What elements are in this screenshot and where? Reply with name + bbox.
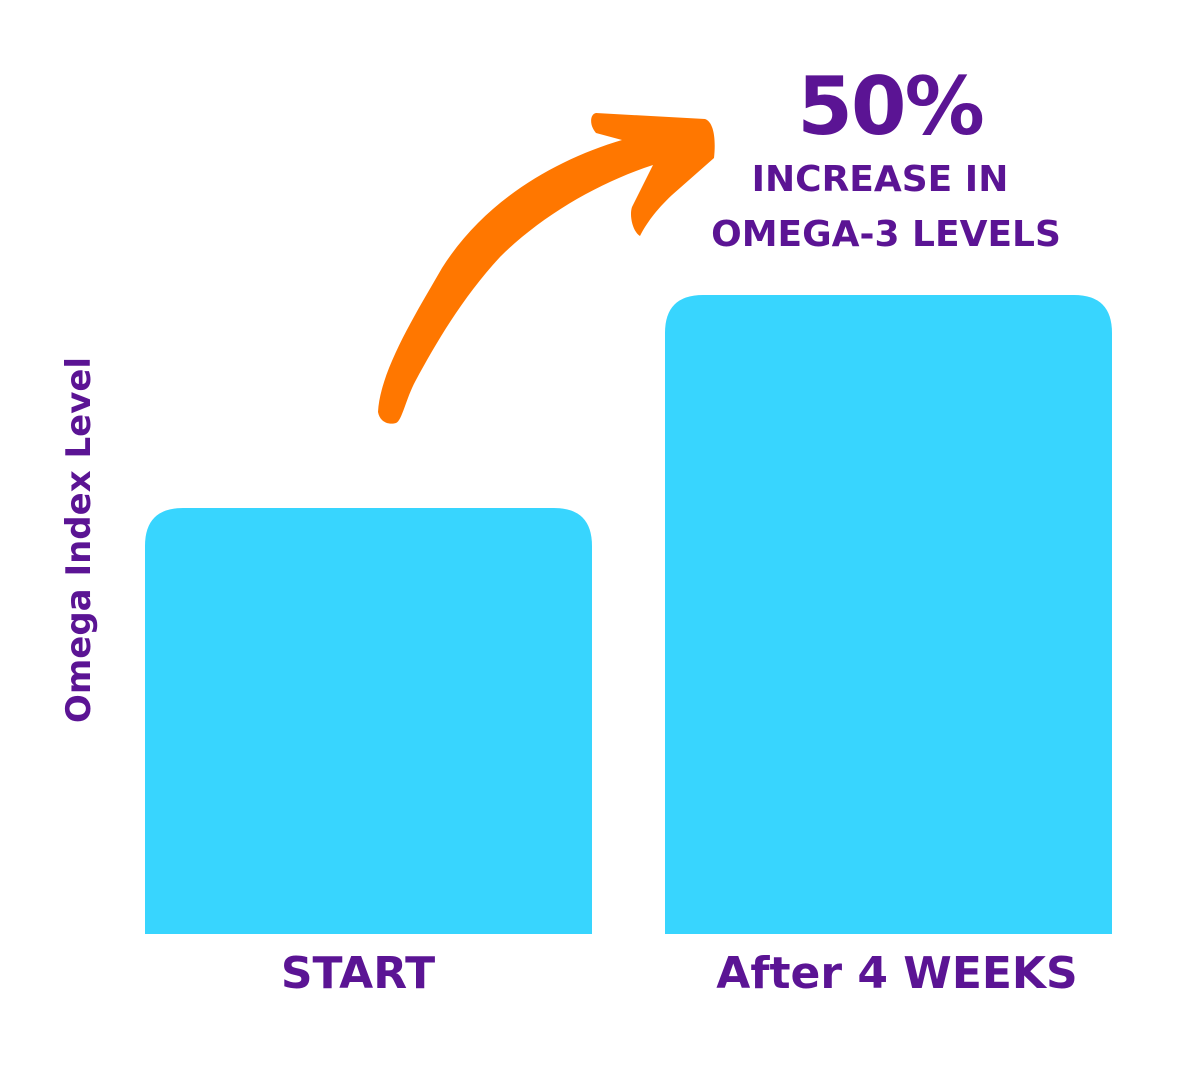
annotation-headline: 50% [797,60,982,153]
annotation-line2: OMEGA-3 LEVELS [711,214,1061,255]
bar-after-4-weeks [665,295,1112,934]
increase-arrow-icon [378,113,715,424]
annotation-line1: INCREASE IN [752,159,1009,200]
y-axis-label: Omega Index Level [59,357,99,723]
bar-start [145,508,592,934]
x-tick-label-after-4-weeks: After 4 WEEKS [716,948,1077,999]
x-tick-label-start: START [281,948,435,999]
